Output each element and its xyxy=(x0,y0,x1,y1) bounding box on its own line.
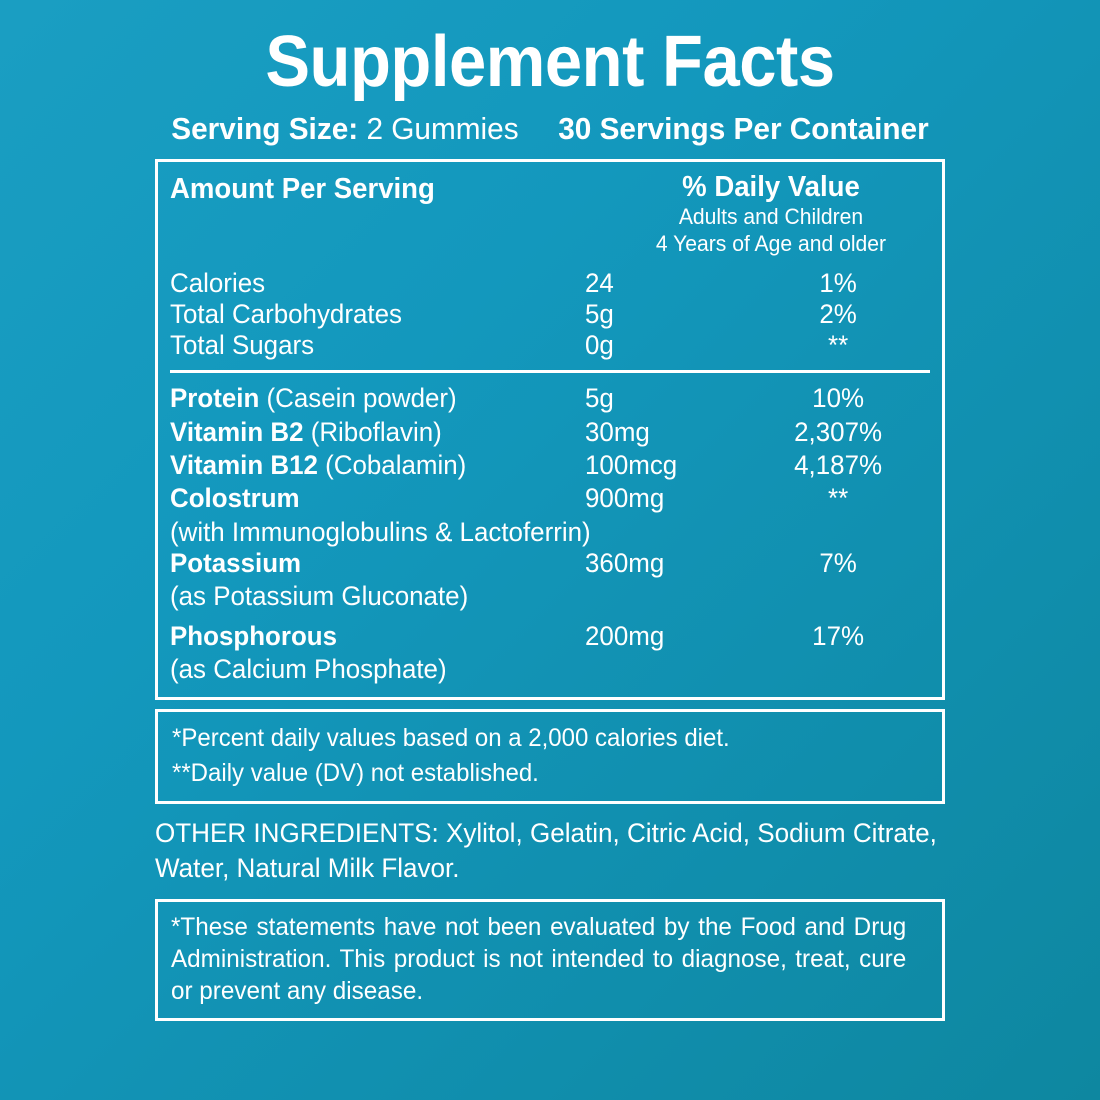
row-daily-value: ** xyxy=(828,483,849,514)
other-ingredients: OTHER INGREDIENTS: Xylitol, Gelatin, Cit… xyxy=(155,818,937,883)
nutrient-name: Vitamin B12 xyxy=(170,450,318,481)
table-header: Amount Per Serving % Daily Value Adults … xyxy=(170,172,930,257)
nutrient-name: Vitamin B2 xyxy=(170,416,304,447)
row-daily-value: 4,187% xyxy=(794,450,883,481)
daily-value-sub-line2: 4 Years of Age and older xyxy=(655,231,887,257)
nutrient-name: Protein xyxy=(170,383,260,414)
nutrient-name: Colostrum xyxy=(170,483,300,514)
row-name: Protein (Casein powder) xyxy=(170,383,568,414)
row-daily-value: ** xyxy=(828,330,849,361)
row-name: Phosphorous xyxy=(170,621,568,652)
table-row: Calories 24 1% xyxy=(170,268,930,299)
row-amount: 24 xyxy=(585,267,614,298)
supplement-facts-label: Supplement Facts Serving Size: 2 Gummies… xyxy=(155,0,945,1021)
row-amount: 5g xyxy=(585,383,614,414)
row-amount: 5g xyxy=(585,298,614,329)
footnote-dv-not-established: **Daily value (DV) not established. xyxy=(172,758,539,787)
row-amount: 100mcg xyxy=(585,450,678,481)
nutrient-subline: (as Calcium Phosphate) xyxy=(170,653,447,684)
table-row: Total Carbohydrates 5g 2% xyxy=(170,299,930,330)
row-daily-value: 10% xyxy=(812,383,865,414)
table-row: Vitamin B12 (Cobalamin) 100mcg 4,187% xyxy=(170,450,930,481)
row-amount: 900mg xyxy=(585,483,665,514)
row-amount: 0g xyxy=(585,330,614,361)
table-row: Colostrum 900mg ** xyxy=(170,483,930,514)
section-divider xyxy=(170,370,930,374)
table-row: Potassium 360mg 7% xyxy=(170,548,930,579)
table-row: Vitamin B2 (Riboflavin) 30mg 2,307% xyxy=(170,417,930,448)
row-name: Total Sugars xyxy=(170,330,315,361)
row-daily-value: 7% xyxy=(819,548,857,579)
row-daily-value: 2% xyxy=(819,298,857,329)
row-name: Vitamin B2 (Riboflavin) xyxy=(170,417,568,448)
nutrient-subline: (with Immunoglobulins & Lactoferrin) xyxy=(170,516,591,547)
nutrient-rows: Protein (Casein powder) 5g 10% Vitamin B… xyxy=(170,383,930,685)
row-daily-value: 2,307% xyxy=(794,416,883,447)
nutrient-subline: (as Potassium Gluconate) xyxy=(170,581,469,612)
nutrient-descriptor: (Riboflavin) xyxy=(303,416,442,447)
serving-info: Serving Size: 2 Gummies 30 Servings Per … xyxy=(171,111,929,146)
disclaimer-box: *These statements have not been evaluate… xyxy=(155,898,945,1021)
page-title: Supplement Facts xyxy=(265,22,835,102)
row-amount: 200mg xyxy=(585,620,665,651)
serving-size-value: 2 Gummies xyxy=(366,111,519,146)
nutrient-name: Potassium xyxy=(170,548,302,579)
row-amount: 30mg xyxy=(585,416,650,447)
basic-nutrition-rows: Calories 24 1% Total Carbohydrates 5g 2%… xyxy=(170,268,930,362)
nutrient-descriptor: (Casein powder) xyxy=(259,383,457,414)
row-amount: 360mg xyxy=(585,548,665,579)
fda-disclaimer: *These statements have not been evaluate… xyxy=(171,912,907,1005)
footnote-percent-daily-values: *Percent daily values based on a 2,000 c… xyxy=(172,724,730,753)
footnote-box: *Percent daily values based on a 2,000 c… xyxy=(155,709,945,805)
row-name: Potassium xyxy=(170,548,568,579)
row-daily-value: 1% xyxy=(819,267,857,298)
table-row: Total Sugars 0g ** xyxy=(170,330,930,361)
nutrient-descriptor: (Cobalamin) xyxy=(317,450,467,481)
row-name: Calories xyxy=(170,267,266,298)
serving-size-label: Serving Size: xyxy=(171,111,359,146)
row-daily-value: 17% xyxy=(812,620,865,651)
servings-per-container: 30 Servings Per Container xyxy=(558,111,929,146)
row-name: Colostrum xyxy=(170,483,568,514)
row-name: Vitamin B12 (Cobalamin) xyxy=(170,450,568,481)
nutrition-table: Amount Per Serving % Daily Value Adults … xyxy=(155,159,945,701)
row-name: Total Carbohydrates xyxy=(170,298,402,329)
daily-value-header: % Daily Value xyxy=(682,171,860,204)
amount-per-serving-header: Amount Per Serving xyxy=(170,173,435,206)
daily-value-sub-line1: Adults and Children xyxy=(678,203,864,229)
nutrient-name: Phosphorous xyxy=(170,620,338,651)
daily-value-header-group: % Daily Value Adults and Children 4 Year… xyxy=(606,172,936,257)
table-row: Phosphorous 200mg 17% xyxy=(170,621,930,652)
table-row: Protein (Casein powder) 5g 10% xyxy=(170,383,930,414)
